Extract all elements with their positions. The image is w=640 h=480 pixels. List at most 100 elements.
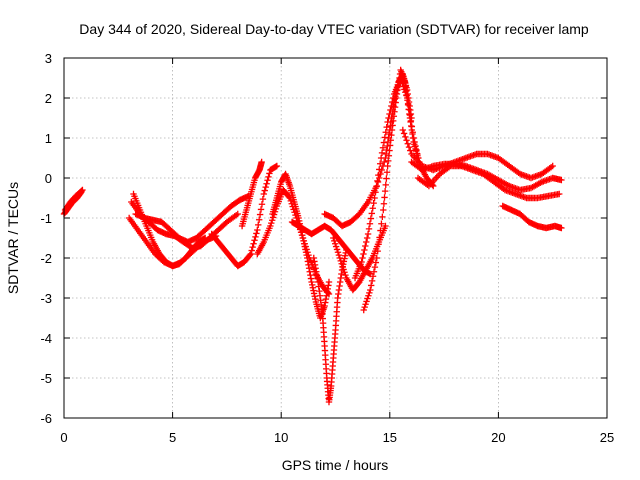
data-point: [381, 158, 388, 166]
data-point: [360, 250, 367, 258]
data-point: [364, 295, 371, 302]
data-point: [261, 187, 268, 194]
data-point: [255, 216, 263, 223]
data-point: [402, 89, 409, 96]
x-axis-ticks: 0 5 10 15 20 25: [60, 58, 614, 445]
data-point: [360, 306, 367, 314]
data-point: [378, 149, 386, 157]
data-point: [364, 230, 372, 238]
data-point: [398, 77, 405, 85]
data-point: [340, 266, 347, 273]
data-point: [380, 139, 388, 146]
data-point: [402, 133, 409, 141]
data-point: [386, 110, 393, 118]
data-point: [403, 137, 410, 144]
data-point: [372, 189, 379, 196]
data-point: [405, 143, 413, 151]
x-tick-label: 20: [491, 430, 505, 445]
data-point: [256, 211, 264, 218]
data-point: [259, 195, 267, 203]
x-tick-label: 25: [600, 430, 614, 445]
data-point: [361, 303, 368, 311]
data-point: [251, 237, 258, 244]
data-point: [247, 250, 254, 258]
data-point: [408, 123, 416, 130]
data-point: [372, 259, 380, 266]
data-point: [381, 194, 388, 201]
data-point: [258, 158, 265, 166]
data-point: [383, 123, 390, 131]
y-tick-label: -2: [40, 251, 52, 266]
data-point: [362, 242, 369, 250]
data-point: [382, 129, 389, 136]
y-tick-label: -4: [40, 331, 52, 346]
chart-title: Day 344 of 2020, Sidereal Day-to-day VTE…: [79, 21, 589, 37]
data-point: [382, 222, 389, 230]
data-point: [358, 258, 365, 266]
data-point: [375, 171, 382, 179]
x-tick-label: 15: [383, 430, 397, 445]
data-point: [406, 111, 414, 119]
data-point: [332, 243, 340, 250]
data-point: [234, 210, 241, 218]
data-point: [380, 200, 388, 207]
data-point: [249, 243, 256, 251]
data-point: [381, 187, 389, 195]
data-point: [407, 147, 414, 154]
data-point: [366, 289, 373, 297]
data-point: [367, 282, 375, 289]
data-point: [377, 154, 385, 162]
data-point: [404, 100, 412, 107]
data-point: [263, 180, 270, 187]
data-point: [333, 246, 341, 253]
y-tick-label: -3: [40, 291, 52, 306]
data-point: [363, 238, 370, 246]
x-tick-label: 10: [274, 430, 288, 445]
data-point: [334, 249, 342, 256]
data-point: [338, 260, 345, 267]
data-point: [403, 91, 410, 99]
data-point: [384, 118, 391, 126]
data-point: [258, 201, 266, 208]
y-tick-label: 3: [45, 51, 52, 66]
data-point: [335, 251, 343, 259]
data-point: [365, 225, 373, 233]
data-point: [373, 183, 380, 190]
data-point: [411, 138, 418, 146]
x-tick-label: 5: [169, 430, 176, 445]
y-tick-label: 2: [45, 91, 52, 106]
data-point: [371, 263, 379, 271]
data-point: [370, 268, 378, 275]
data-point: [376, 160, 384, 167]
data-point: [273, 162, 281, 170]
data-point: [374, 177, 381, 185]
data-point: [375, 241, 382, 248]
data-point: [368, 277, 376, 285]
data-point: [388, 102, 395, 110]
data-point: [379, 213, 386, 221]
plot-frame: [63, 57, 608, 419]
data-point: [78, 187, 85, 195]
data-point: [248, 247, 255, 254]
data-point: [558, 224, 565, 232]
y-tick-label: 0: [45, 171, 52, 186]
data-point: [361, 246, 368, 254]
data-point: [380, 206, 387, 214]
data-point: [385, 114, 392, 122]
data-point: [250, 240, 257, 247]
data-point: [359, 254, 366, 262]
data-point: [264, 177, 271, 184]
data-point: [268, 219, 275, 227]
data-point: [403, 94, 411, 102]
data-point: [257, 206, 265, 213]
data-point: [253, 230, 260, 237]
data-point: [404, 140, 411, 147]
data-point: [371, 194, 378, 202]
data-point: [377, 227, 384, 234]
data-point: [369, 205, 376, 212]
data-point: [399, 126, 407, 134]
data-point: [366, 220, 374, 227]
data-point: [254, 226, 261, 234]
data-point: [330, 234, 337, 242]
data-point: [325, 278, 333, 286]
